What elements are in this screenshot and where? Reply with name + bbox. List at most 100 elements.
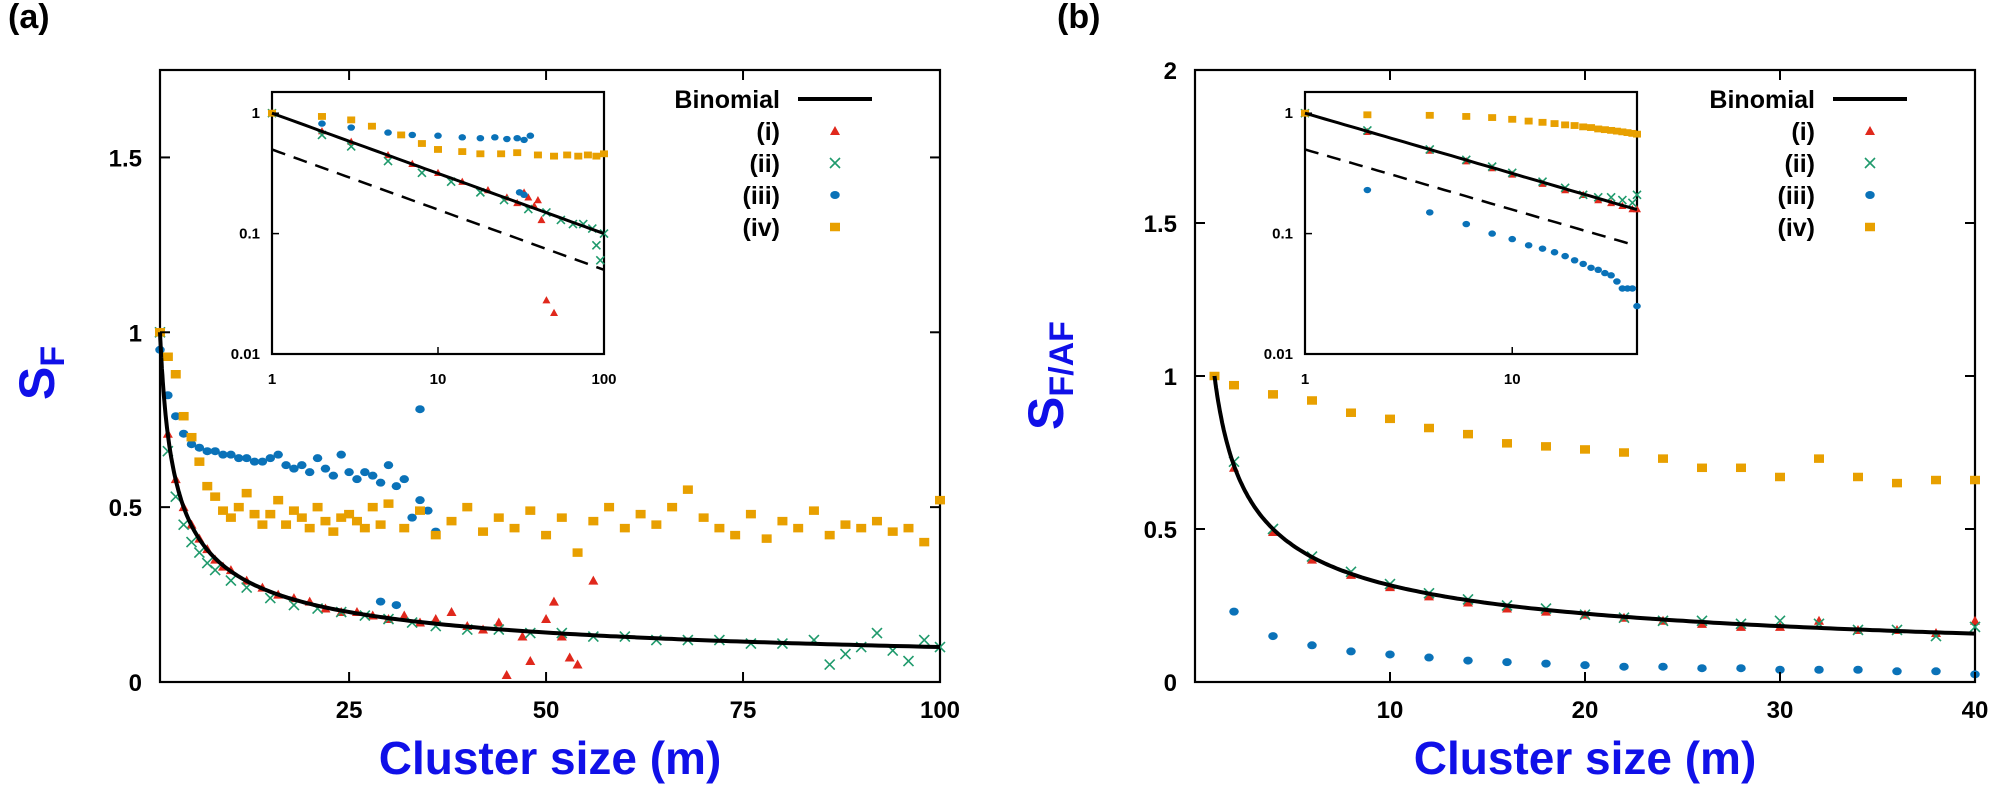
panel-a-plot-frame (158, 68, 942, 684)
series-iii-point (1502, 658, 1512, 667)
inset-series-iii-point (347, 124, 356, 131)
inset-series-iv-point (563, 151, 572, 159)
series-iii-point (1853, 665, 1863, 674)
inset-series-iv-point (1618, 128, 1627, 136)
panel-b-y-axis-symbol: S (1018, 397, 1074, 430)
inset-dashed-reference-line (1304, 148, 1638, 248)
panel-a-x-axis-label: Cluster size (m) (379, 732, 722, 784)
inset-series-iii-point (1601, 269, 1609, 277)
inset-x-tick-label: 10 (430, 371, 447, 388)
series-iii-point (320, 464, 331, 473)
panel-a: (a) 25 50 75 100 0 0.5 1 1.5 Cluster size (m) S… (8, 0, 960, 784)
inset-series-iii-point (526, 132, 535, 139)
panel-b-marks (1209, 371, 1981, 679)
series-iii-point (328, 471, 339, 480)
series-iv-point (903, 523, 914, 533)
series-iii-point (304, 468, 315, 477)
series-iii-point (391, 482, 402, 491)
inset-series-iii-point (503, 135, 511, 143)
series-iii-point (415, 496, 425, 505)
series-ii-point (918, 634, 930, 646)
series-iv-point (1463, 429, 1473, 439)
series-iv-point (1268, 390, 1278, 399)
series-iv-point (793, 523, 804, 533)
inset-series-iii-point (1607, 272, 1615, 279)
series-iii-point (210, 447, 220, 456)
x-tick-label: 25 (336, 697, 363, 724)
series-ii-point (225, 575, 237, 587)
series-iii-point (399, 475, 409, 484)
series-iii-point (273, 450, 283, 459)
inset-series-iii-point (458, 134, 467, 141)
inset-y-tick-label: 0.01 (231, 346, 260, 363)
series-iv-point (541, 530, 552, 540)
inset-series-iv-point (1550, 120, 1559, 127)
series-iii-point (186, 440, 197, 449)
inset-series-i-point (524, 193, 533, 201)
inset-series-ii-point (591, 240, 601, 250)
series-i-point (1736, 621, 1746, 631)
inset-series-iii-point (1524, 242, 1533, 249)
series-iv-point (351, 516, 362, 526)
panel-a-inset-ticks: 1 10 100 0.01 0.1 1 (231, 105, 617, 388)
series-iv-point (320, 516, 331, 526)
series-i-point (1424, 591, 1434, 601)
series-iv-point (1775, 472, 1785, 482)
inset-series-iv-point (1561, 121, 1570, 129)
series-iii-point (171, 412, 181, 421)
series-iv-point (281, 520, 292, 529)
series-iv-point (249, 509, 260, 519)
series-iv-point (840, 520, 851, 529)
series-iii-point (383, 461, 394, 470)
series-iv-point (304, 523, 315, 533)
series-iv-point (651, 520, 662, 529)
inset-series-iii-point (318, 120, 326, 127)
inset-series-ii-point (595, 255, 605, 265)
series-ii-point (209, 564, 221, 576)
legend-label: (ii) (749, 150, 780, 178)
series-i-point (548, 596, 559, 606)
panel-b-ticks: 10 20 30 40 0 0.5 1 1.5 2 (1144, 58, 1989, 724)
inset-series-i-point (533, 196, 542, 204)
series-iv-point (202, 481, 213, 491)
panel-a-y-axis-subscript: F (34, 346, 72, 367)
series-iii-point (1658, 662, 1668, 671)
series-iv-point (919, 537, 930, 547)
series-i-point (399, 610, 410, 620)
legend-ii-swatch (1864, 157, 1876, 169)
series-iii-point (1229, 607, 1239, 616)
series-ii-point (185, 536, 198, 548)
series-iii-point (202, 447, 213, 456)
inset-series-iv-point (592, 152, 601, 160)
series-iii-point (1463, 656, 1473, 665)
legend-ii-swatch (829, 157, 841, 169)
inset-series-i-point (542, 296, 551, 304)
series-iii-point (265, 454, 276, 463)
series-iv-point (1658, 454, 1668, 463)
series-iv-point (273, 495, 284, 505)
x-tick-label: 50 (533, 697, 560, 724)
inset-series-iv-point (533, 151, 542, 159)
series-iii-point (375, 597, 386, 606)
legend-label: (iv) (1778, 214, 1816, 242)
inset-y-tick-label: 1 (252, 105, 260, 122)
series-iv-point (730, 530, 741, 540)
x-tick-label: 40 (1962, 697, 1989, 724)
inset-series-iii-point (1462, 220, 1471, 228)
series-iv-point (375, 520, 386, 529)
legend-iii-swatch (830, 191, 840, 199)
series-i-point (572, 659, 583, 669)
series-iv-point (682, 485, 693, 494)
binomial-curve (158, 332, 941, 649)
inset-series-iv-point (1607, 126, 1616, 134)
series-iv-point (1814, 454, 1824, 463)
series-ii-point (178, 519, 190, 531)
series-iii-point (218, 450, 228, 459)
series-iii-point (297, 461, 307, 470)
series-iv-point (288, 506, 299, 515)
series-iv-point (714, 523, 725, 533)
y-tick-label: 1.5 (109, 145, 142, 172)
inset-series-iii-point (1561, 252, 1569, 260)
panel-b-legend: Binomial (i) (ii) (iii) (iv) (1709, 86, 1907, 242)
